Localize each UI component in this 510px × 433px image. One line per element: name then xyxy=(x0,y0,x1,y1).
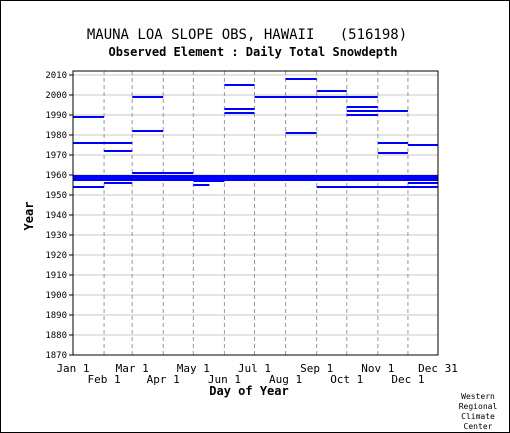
grid-lines xyxy=(72,71,439,356)
credit-line: Western xyxy=(461,392,495,401)
y-tick-label: 2000 xyxy=(45,91,67,101)
chart-subtitle: Observed Element : Daily Total Snowdepth xyxy=(109,45,398,59)
y-tick-label: 1970 xyxy=(45,151,67,161)
plot-border xyxy=(72,70,439,356)
x-axis-label: Day of Year xyxy=(209,384,288,398)
x-tick-label: Nov 1 xyxy=(361,362,394,375)
y-tick-label: 2010 xyxy=(45,71,67,81)
x-tick-label: Mar 1 xyxy=(116,362,149,375)
y-tick-label: 1880 xyxy=(45,331,67,341)
x-tick-labels: Jan 1 Mar 1 May 1 Jul 1 Sep 1 Nov 1 Dec 31 Feb … xyxy=(56,362,457,386)
x-tick-label: Aug 1 xyxy=(269,373,302,386)
y-tick-label: 1980 xyxy=(45,131,67,141)
y-axis-label: Year xyxy=(22,202,36,231)
y-tick-label: 1890 xyxy=(45,311,67,321)
data-segments xyxy=(73,78,438,188)
x-tick-label: Dec 1 xyxy=(391,373,424,386)
x-tick-label: Apr 1 xyxy=(147,373,180,386)
x-tick-label: May 1 xyxy=(177,362,210,375)
y-tick-label: 1920 xyxy=(45,251,67,261)
y-tick-labels: 1870 1880 1890 1900 1910 1920 1930 1940 1950 1960… xyxy=(45,71,73,361)
y-tick-label: 1900 xyxy=(45,291,67,301)
y-tick-label: 1930 xyxy=(45,231,67,241)
x-tick-label: Jul 1 xyxy=(238,362,271,375)
y-tick-label: 1870 xyxy=(45,351,67,361)
x-tick-label: Feb 1 xyxy=(88,373,121,386)
x-tick-label: Jun 1 xyxy=(208,373,241,386)
credit-line: Climate xyxy=(461,412,495,421)
y-tick-label: 1960 xyxy=(45,171,67,181)
x-tick-label: Oct 1 xyxy=(330,373,363,386)
y-tick-label: 1910 xyxy=(45,271,67,281)
x-tick-label: Dec 31 xyxy=(418,362,458,375)
chart-title: MAUNA LOA SLOPE OBS, HAWAII (516198) xyxy=(87,27,407,43)
x-tick-label: Jan 1 xyxy=(56,362,89,375)
y-tick-label: 1990 xyxy=(45,111,67,121)
y-tick-label: 1940 xyxy=(45,211,67,221)
y-tick-label: 1950 xyxy=(45,191,67,201)
x-tick-label: Sep 1 xyxy=(300,362,333,375)
credit-line: Center xyxy=(464,422,493,431)
credit-line: Regional xyxy=(459,402,498,411)
